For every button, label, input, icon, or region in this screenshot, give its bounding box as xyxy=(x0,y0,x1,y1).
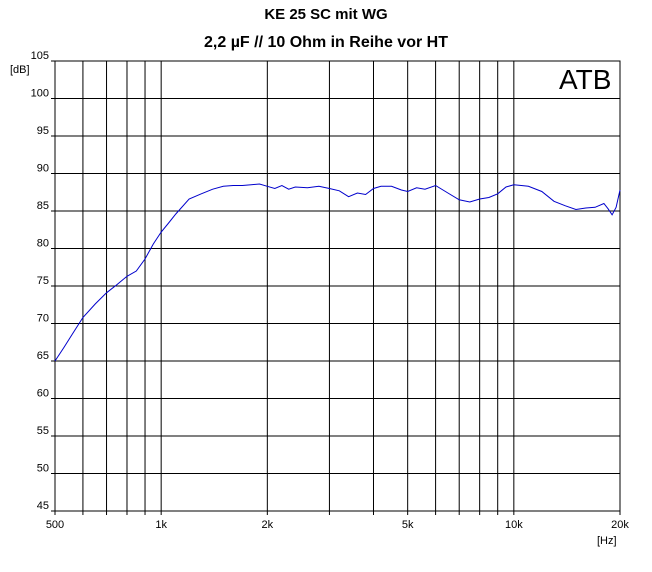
chart-subtitle: 2,2 µF // 10 Ohm in Reihe vor HT xyxy=(204,34,448,51)
tick-labels: 45 50 55 60 65 70 75 80 85 90 95 100 105 500 1k 2k 5k 10k… xyxy=(31,50,630,531)
x-axis-unit-label: [Hz] xyxy=(597,535,617,547)
x-tick-label: 2k xyxy=(262,519,274,531)
y-tick-label: 65 xyxy=(37,350,49,362)
y-tick-label: 50 xyxy=(37,463,49,475)
y-tick-label: 95 xyxy=(37,125,49,137)
x-tick-label: 20k xyxy=(611,519,629,531)
y-tick-label: 45 xyxy=(37,500,49,512)
y-axis-unit-label: [dB] xyxy=(10,64,30,76)
x-tick-label: 500 xyxy=(46,519,64,531)
y-tick-label: 60 xyxy=(37,388,49,400)
y-tick-label: 100 xyxy=(31,88,49,100)
x-tick-label: 5k xyxy=(402,519,414,531)
grid-lines xyxy=(51,60,621,515)
y-tick-label: 55 xyxy=(37,425,49,437)
y-tick-label: 80 xyxy=(37,238,49,250)
y-tick-label: 105 xyxy=(31,50,49,62)
y-tick-label: 90 xyxy=(37,163,49,175)
y-tick-label: 70 xyxy=(37,313,49,325)
x-tick-label: 1k xyxy=(155,519,167,531)
y-tick-label: 75 xyxy=(37,275,49,287)
chart-title: KE 25 SC mit WG xyxy=(264,6,388,23)
atb-watermark: ATB xyxy=(559,64,611,95)
x-tick-label: 10k xyxy=(505,519,523,531)
y-tick-label: 85 xyxy=(37,200,49,212)
frequency-response-curve xyxy=(54,183,621,362)
plot-frame xyxy=(54,60,621,512)
